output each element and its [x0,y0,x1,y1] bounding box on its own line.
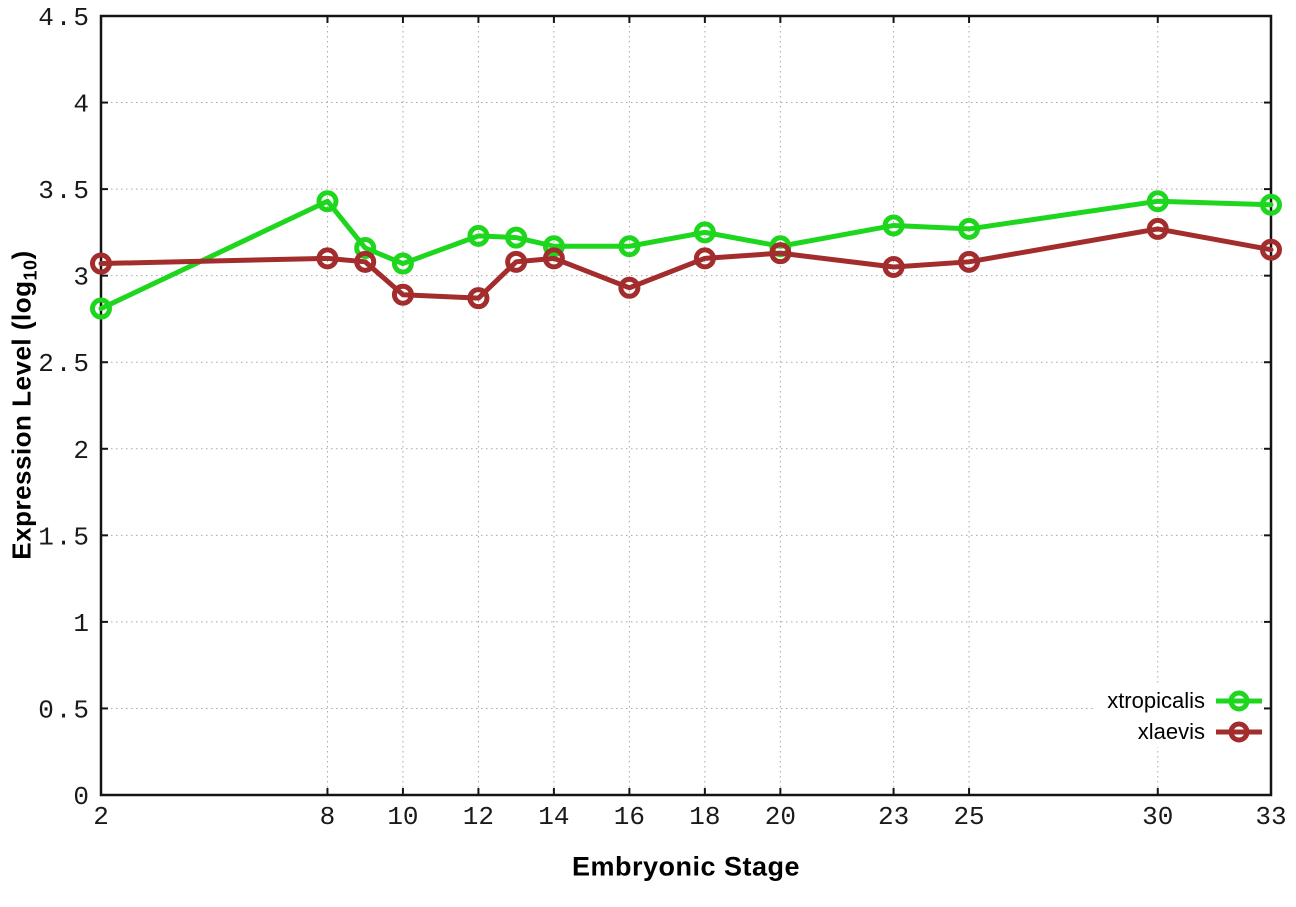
data-point-xlaevis [354,250,377,273]
x-tick-label: 2 [93,802,109,832]
y-tick-label: 0 [73,782,91,812]
data-point-xtropicalis [693,221,716,244]
data-point-xtropicalis [505,226,528,249]
data-point-xtropicalis [90,297,112,320]
data-point-xlaevis [505,250,528,273]
data-point-xtropicalis [958,217,981,240]
series-line-xlaevis [98,226,1274,301]
y-tick-label: 3 [73,263,91,293]
data-point-xlaevis [958,250,981,273]
data-point-xlaevis [316,247,339,270]
legend-marker-xtropicalis [1216,690,1262,711]
x-tick-label: 14 [538,802,569,832]
series-line-xtropicalis [98,198,1274,312]
y-tick-label: 2 [73,436,91,466]
data-point-xtropicalis [542,235,565,258]
data-point-xlaevis [90,252,112,275]
x-tick-label: 23 [878,802,909,832]
y-tick-label: 2.5 [38,349,91,379]
data-point-xtropicalis [316,190,339,213]
legend-item-xlaevis: xlaevis [1137,718,1263,745]
data-point-xtropicalis [467,224,490,247]
x-tick-label: 8 [320,802,336,832]
data-point-xlaevis [769,242,792,265]
x-axis-title: Embryonic Stage [571,851,801,882]
y-tick-label: 4 [73,90,91,120]
y-tick-label: 3.5 [38,176,91,206]
legend: xtropicalis xlaevis [1095,685,1263,747]
data-point-xlaevis [467,287,490,310]
y-tick-label: 1.5 [38,522,91,552]
x-tick-label: 18 [689,802,720,832]
data-point-xtropicalis [354,236,377,259]
y-axis-title: Expression Level (log10) [6,250,41,559]
data-point-xlaevis [1146,217,1169,240]
plot-border [99,14,1273,797]
x-tick-label: 30 [1142,802,1173,832]
data-point-xtropicalis [391,252,414,275]
x-tick-label: 12 [463,802,494,832]
y-axis-title-prefix: Expression Level (log [6,280,37,560]
x-tick-label: 25 [953,802,984,832]
y-axis-title-suffix: ) [6,250,37,260]
legend-label-xtropicalis: xtropicalis [1107,687,1205,713]
data-point-xlaevis [693,247,716,270]
legend-item-xtropicalis: xtropicalis [1107,687,1263,714]
y-tick-label: 1 [73,609,91,639]
data-point-xlaevis [618,276,641,299]
data-point-xlaevis [391,283,414,306]
y-tick-label: 0.5 [38,695,91,725]
legend-marker-xlaevis [1216,721,1262,742]
data-point-xtropicalis [1260,193,1282,216]
data-point-xlaevis [882,256,905,279]
data-point-xlaevis [542,247,565,270]
x-tick-label: 20 [765,802,796,832]
data-point-xtropicalis [882,214,905,237]
data-point-xtropicalis [1146,190,1169,213]
legend-label-xlaevis: xlaevis [1137,718,1205,744]
data-point-xtropicalis [618,235,641,258]
x-tick-label: 33 [1255,802,1286,832]
y-tick-label: 4.5 [38,3,91,33]
x-tick-label: 16 [614,802,645,832]
y-axis-title-subscript: 10 [20,259,41,281]
data-point-xlaevis [1260,238,1282,261]
x-tick-label: 10 [387,802,418,832]
